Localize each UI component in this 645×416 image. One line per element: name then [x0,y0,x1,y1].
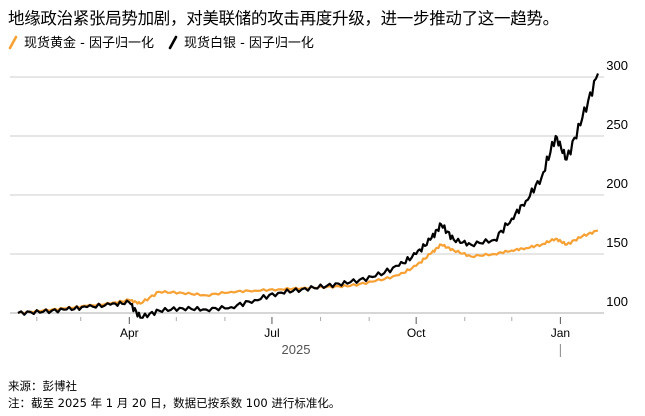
x-tick-label: Apr [120,326,139,340]
footer: 来源：彭博社 注：截至 2025 年 1 月 20 日，数据已按系数 100 进… [8,378,340,412]
year-label: 2025 [282,342,311,357]
legend-item-silver: 现货白银 - 因子归一化 [168,32,314,51]
x-axis: Apr Jul Oct Jan 2025 [36,317,570,357]
y-tick-label: 250 [606,117,628,132]
legend-label-gold: 现货黄金 - 因子归一化 [24,36,154,51]
note-text: 注：截至 2025 年 1 月 20 日，数据已按系数 100 进行标准化。 [8,396,341,410]
x-tick-label: Jan [551,326,570,340]
gold-swatch-icon [8,35,18,49]
x-tick-label: Jul [264,326,279,340]
chart-title: 地缘政治紧张局势加剧，对美联储的攻击再度升级，进一步推动了这一趋势。 [8,9,559,28]
x-tick-label: Oct [407,326,426,340]
legend: 现货黄金 - 因子归一化 现货白银 - 因子归一化 [8,32,328,51]
silver-series-line [17,73,600,319]
gold-series-line [17,229,599,315]
gridlines [10,76,604,314]
y-axis-labels: 100 150 200 250 300 [606,58,628,309]
silver-swatch-icon [168,35,178,49]
y-tick-label: 150 [606,235,628,250]
y-tick-label: 100 [606,294,628,309]
y-tick-label: 300 [606,58,628,73]
source-text: 来源：彭博社 [8,379,77,393]
legend-item-gold: 现货黄金 - 因子归一化 [8,32,154,51]
y-tick-label: 200 [606,176,628,191]
legend-label-silver: 现货白银 - 因子归一化 [183,36,314,51]
